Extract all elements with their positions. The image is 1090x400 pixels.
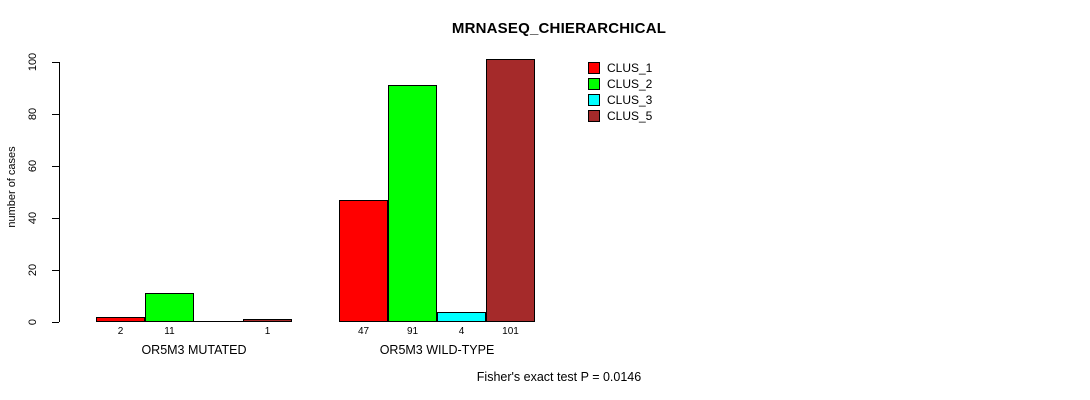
y-axis-tick-label: 60 (27, 159, 39, 173)
y-axis-tick-label: 80 (27, 107, 39, 121)
legend-item: CLUS_2 (588, 78, 652, 90)
chart-bar (486, 59, 535, 322)
legend-label: CLUS_1 (607, 61, 653, 75)
y-axis-line (59, 62, 60, 322)
legend-swatch (588, 78, 600, 90)
legend-item: CLUS_3 (588, 94, 652, 106)
chart-bar (388, 85, 437, 322)
legend-swatch (588, 110, 600, 122)
chart-bar (339, 200, 388, 322)
chart-bar (96, 317, 145, 322)
bar-value-label: 101 (502, 326, 519, 337)
bar-value-label: 11 (164, 326, 175, 337)
x-category-label: OR5M3 WILD-TYPE (379, 343, 495, 357)
y-axis-tick (52, 322, 59, 323)
y-axis-tick (52, 166, 59, 167)
legend-label: CLUS_3 (607, 93, 653, 107)
y-axis-tick (52, 218, 59, 219)
y-axis-tick (52, 270, 59, 271)
y-axis-tick (52, 114, 59, 115)
y-axis-label: number of cases (6, 146, 18, 228)
bar-value-label: 91 (406, 326, 419, 337)
y-axis-tick-label: 40 (27, 211, 39, 225)
bar-value-label: 4 (458, 326, 465, 337)
legend-swatch (588, 94, 600, 106)
footnote-text: Fisher's exact test P = 0.0146 (476, 370, 642, 384)
y-axis-tick-label: 20 (27, 263, 39, 277)
x-category-label: OR5M3 MUTATED (141, 343, 247, 357)
legend: CLUS_1 CLUS_2 CLUS_3 CLUS_5 (588, 62, 652, 122)
y-axis-tick (52, 62, 59, 63)
legend-item: CLUS_5 (588, 110, 652, 122)
legend-item: CLUS_1 (588, 62, 652, 74)
legend-label: CLUS_5 (607, 109, 653, 123)
bar-value-label: 2 (117, 326, 124, 337)
legend-label: CLUS_2 (607, 77, 653, 91)
chart-bar (145, 293, 194, 322)
y-axis-tick-label: 0 (27, 318, 39, 326)
bar-value-label: 47 (357, 326, 370, 337)
chart-title: MRNASEQ_CHIERARCHICAL (451, 20, 667, 37)
bar-value-label: 1 (264, 326, 271, 337)
y-axis-tick-label: 100 (27, 52, 39, 72)
chart-bar (243, 319, 292, 322)
chart-bar (437, 312, 486, 322)
legend-swatch (588, 62, 600, 74)
chart-bar-zero (194, 321, 243, 322)
